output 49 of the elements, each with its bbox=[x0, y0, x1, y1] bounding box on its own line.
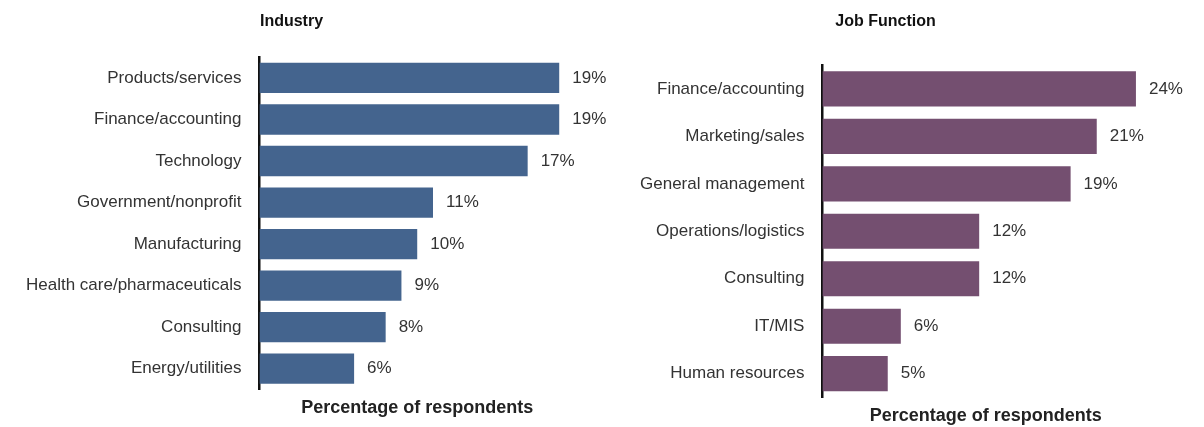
y-tick-label: Manufacturing bbox=[133, 233, 242, 253]
data-label: 19% bbox=[572, 67, 607, 87]
bar bbox=[822, 213, 980, 249]
bar bbox=[822, 261, 980, 297]
y-tick-label: Operations/logistics bbox=[656, 220, 805, 240]
bar bbox=[259, 187, 433, 218]
y-tick-label: Finance/accounting bbox=[94, 109, 242, 129]
y-tick-label: General management bbox=[639, 173, 805, 193]
data-label: 19% bbox=[1083, 173, 1118, 193]
data-label: 21% bbox=[1109, 126, 1144, 146]
x-axis-title: Percentage of respondents bbox=[869, 405, 1102, 426]
bar bbox=[822, 166, 1071, 202]
bar bbox=[822, 356, 888, 392]
data-label: 8% bbox=[398, 316, 424, 336]
chart-title: Industry bbox=[259, 12, 324, 30]
y-tick-label: Government/nonprofit bbox=[77, 192, 242, 212]
data-label: 24% bbox=[1148, 78, 1183, 98]
bar bbox=[822, 308, 901, 344]
bar bbox=[259, 145, 528, 177]
bar bbox=[822, 118, 1097, 154]
bar bbox=[822, 71, 1136, 107]
bar bbox=[259, 62, 560, 94]
y-tick-label: Consulting bbox=[724, 268, 805, 288]
bar bbox=[259, 104, 560, 135]
bar bbox=[259, 228, 418, 260]
data-label: 10% bbox=[430, 233, 465, 253]
y-tick-label: Human resources bbox=[670, 363, 805, 383]
y-tick-label: Finance/accounting bbox=[656, 78, 805, 98]
bar bbox=[259, 270, 402, 301]
y-tick-label: Energy/utilities bbox=[130, 358, 242, 378]
y-tick-label: Products/services bbox=[107, 67, 242, 87]
data-label: 19% bbox=[572, 109, 607, 129]
y-tick-label: Technology bbox=[155, 150, 242, 170]
chart-title: Job Function bbox=[835, 12, 936, 30]
data-label: 17% bbox=[540, 150, 575, 170]
data-label: 6% bbox=[913, 315, 939, 335]
x-axis-title: Percentage of respondents bbox=[301, 397, 534, 418]
y-tick-label: IT/MIS bbox=[754, 315, 805, 335]
y-tick-label: Health care/pharmaceuticals bbox=[25, 275, 242, 295]
y-tick-label: Consulting bbox=[161, 316, 242, 336]
bar bbox=[259, 353, 355, 384]
bar bbox=[259, 311, 386, 343]
y-tick-label: Marketing/sales bbox=[685, 126, 805, 146]
data-label: 9% bbox=[414, 275, 440, 295]
data-label: 6% bbox=[367, 358, 392, 378]
data-label: 11% bbox=[446, 192, 479, 212]
data-label: 5% bbox=[900, 363, 926, 383]
data-label: 12% bbox=[992, 268, 1027, 288]
data-label: 12% bbox=[992, 220, 1027, 240]
